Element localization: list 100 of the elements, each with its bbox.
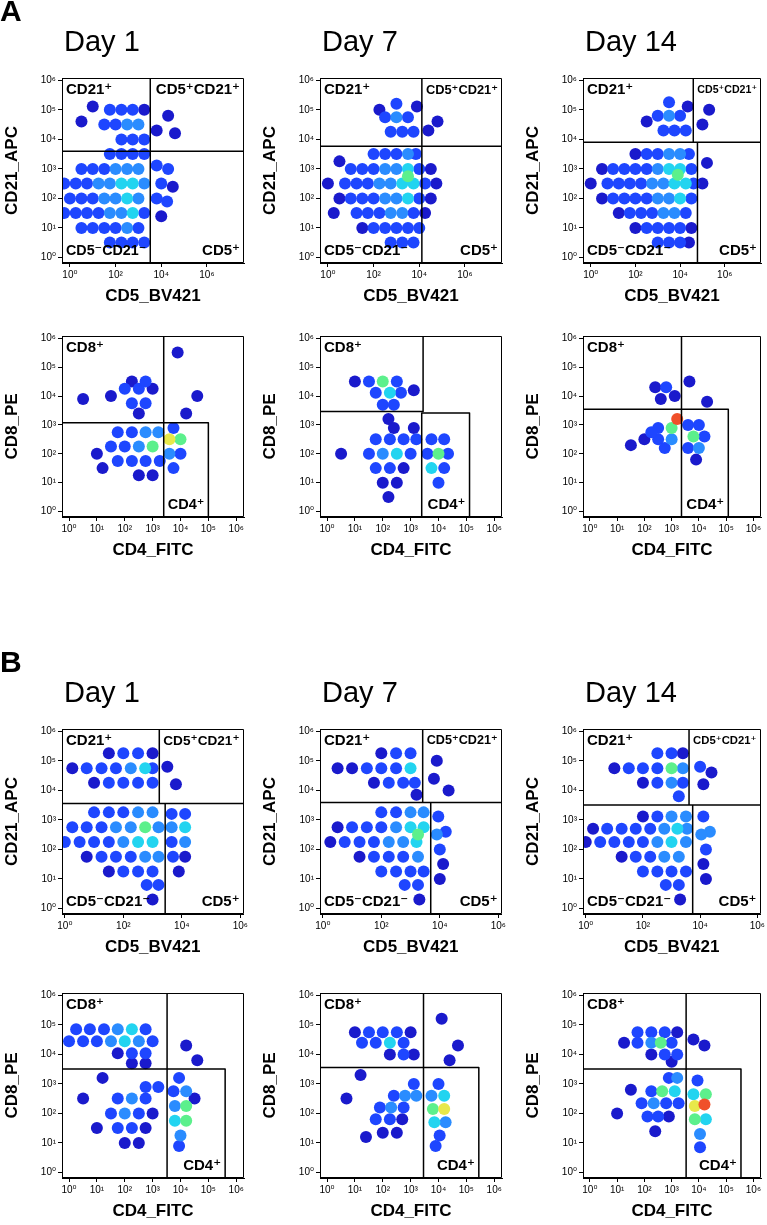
x-tick-label: 10² — [117, 1183, 133, 1195]
annotation: CD21⁺ — [587, 80, 634, 98]
x-axis-title: CD5_BV421 — [105, 937, 201, 957]
annotation: CD5⁻CD21⁻ — [324, 892, 409, 910]
y-tick-label: 10⁰ — [561, 251, 577, 263]
x-tick-label: 10⁵ — [458, 522, 474, 534]
x-tick-label: 10⁶ — [199, 268, 215, 280]
y-axis-title: CD8_PE — [259, 393, 279, 460]
y-tick-label: 10³ — [299, 418, 315, 430]
y-tick-label: 10⁰ — [40, 902, 56, 914]
x-axis-title: CD4_FITC — [631, 1201, 713, 1221]
y-tick-label: 10⁶ — [40, 725, 56, 737]
chart-title: Day 14 — [585, 676, 677, 708]
x-tick-label: 10⁶ — [228, 522, 244, 534]
annotation: CD5⁻CD21⁻ — [587, 892, 672, 910]
y-tick-label: 10³ — [562, 813, 578, 825]
y-tick-label: 10⁶ — [40, 989, 56, 1001]
x-tick-label: 10⁰ — [61, 522, 77, 534]
y-tick-label: 10⁶ — [561, 989, 577, 1001]
x-tick-label: 10⁵ — [718, 522, 734, 534]
y-tick-label: 10¹ — [562, 221, 578, 233]
y-tick-label: 10⁰ — [40, 251, 56, 263]
y-tick-label: 10³ — [562, 162, 578, 174]
x-axis-title: CD4_FITC — [112, 1201, 194, 1221]
y-tick-label: 10⁴ — [298, 133, 314, 145]
y-tick-label: 10⁴ — [40, 389, 56, 401]
annotation: CD5⁻CD21⁻ — [66, 892, 151, 910]
x-tick-label: 10² — [375, 522, 391, 534]
y-tick-label: 10³ — [41, 162, 57, 174]
x-tick-label: 10⁰ — [583, 268, 599, 280]
y-tick-label: 10³ — [41, 1077, 57, 1089]
y-tick-label: 10⁰ — [298, 1166, 314, 1178]
x-tick-label: 10⁶ — [228, 1183, 244, 1195]
y-tick-label: 10¹ — [299, 221, 315, 233]
y-tick-label: 10³ — [562, 418, 578, 430]
y-tick-label: 10⁶ — [40, 332, 56, 344]
y-tick-label: 10⁵ — [298, 754, 314, 766]
x-tick-label: 10² — [637, 1183, 653, 1195]
y-tick-label: 10³ — [299, 1077, 315, 1089]
y-tick-label: 10⁶ — [298, 725, 314, 737]
x-tick-label: 10⁴ — [430, 522, 447, 534]
x-tick-label: 10⁰ — [578, 919, 594, 931]
y-tick-label: 10² — [299, 1107, 315, 1119]
x-axis-title: CD4_FITC — [370, 1201, 452, 1221]
y-tick-label: 10¹ — [299, 872, 315, 884]
x-tick-label: 10⁴ — [153, 268, 169, 280]
y-tick-label: 10¹ — [299, 476, 315, 488]
annotation: CD5⁺ — [719, 241, 757, 259]
annotation: CD8⁺ — [324, 338, 362, 356]
x-axis-title: CD5_BV421 — [624, 937, 720, 957]
x-tick-label: 10⁴ — [672, 268, 688, 280]
annotation: CD21⁺ — [66, 731, 113, 749]
x-tick-label: 10² — [374, 919, 390, 931]
x-tick-label: 10⁰ — [57, 919, 73, 931]
y-axis-title: CD21_APC — [259, 777, 279, 866]
x-tick-label: 10⁶ — [749, 919, 765, 931]
y-tick-label: 10⁵ — [298, 103, 314, 115]
x-tick-label: 10⁵ — [200, 522, 216, 534]
x-tick-label: 10¹ — [347, 522, 363, 534]
y-tick-label: 10² — [562, 843, 578, 855]
x-tick-label: 10² — [375, 1183, 391, 1195]
annotation: CD5⁺CD21⁺ — [697, 82, 757, 95]
y-tick-label: 10⁵ — [40, 103, 56, 115]
annotation: CD4⁺ — [427, 495, 466, 513]
x-tick-label: 10⁴ — [411, 268, 427, 280]
y-tick-label: 10² — [562, 447, 578, 459]
x-tick-label: 10⁰ — [319, 1183, 335, 1195]
y-tick-label: 10² — [562, 192, 578, 204]
x-tick-label: 10⁶ — [745, 1183, 762, 1195]
y-tick-label: 10⁰ — [298, 902, 314, 914]
annotation: CD5⁺CD21⁺ — [163, 732, 240, 748]
y-tick-label: 10⁰ — [298, 251, 314, 263]
annotation: CD5⁻CD21⁻ — [324, 241, 409, 259]
y-tick-label: 10⁵ — [298, 360, 314, 372]
x-axis-title: CD5_BV421 — [363, 937, 459, 957]
x-tick-label: 10⁴ — [172, 522, 189, 534]
x-tick-label: 10¹ — [609, 522, 626, 534]
y-tick-label: 10⁴ — [561, 784, 577, 796]
x-axis-title: CD4_FITC — [112, 540, 194, 560]
x-tick-label: 10⁰ — [582, 522, 598, 534]
y-tick-label: 10⁰ — [40, 505, 56, 517]
y-tick-label: 10⁶ — [298, 332, 314, 344]
y-axis-title: CD21_APC — [522, 777, 542, 866]
annotation: CD5⁺CD21⁺ — [155, 80, 240, 98]
annotation: CD5⁺CD21⁺ — [425, 81, 498, 97]
annotation: CD5⁺ — [460, 241, 498, 259]
y-tick-label: 10⁰ — [561, 1166, 577, 1178]
y-tick-label: 10⁵ — [561, 754, 577, 766]
y-tick-label: 10⁵ — [40, 360, 56, 372]
x-tick-label: 10³ — [145, 522, 161, 534]
y-tick-label: 10⁰ — [298, 505, 314, 517]
annotation: CD4⁺ — [167, 495, 205, 512]
annotation: CD21⁺ — [587, 731, 634, 749]
y-tick-label: 10² — [41, 1107, 57, 1119]
y-tick-label: 10² — [41, 192, 57, 204]
x-tick-label: 10³ — [145, 1183, 161, 1195]
annotation: CD21⁺ — [66, 80, 113, 98]
annotation: CD4⁺ — [183, 1156, 222, 1174]
y-tick-label: 10² — [299, 447, 315, 459]
x-tick-label: 10⁰ — [582, 1183, 598, 1195]
